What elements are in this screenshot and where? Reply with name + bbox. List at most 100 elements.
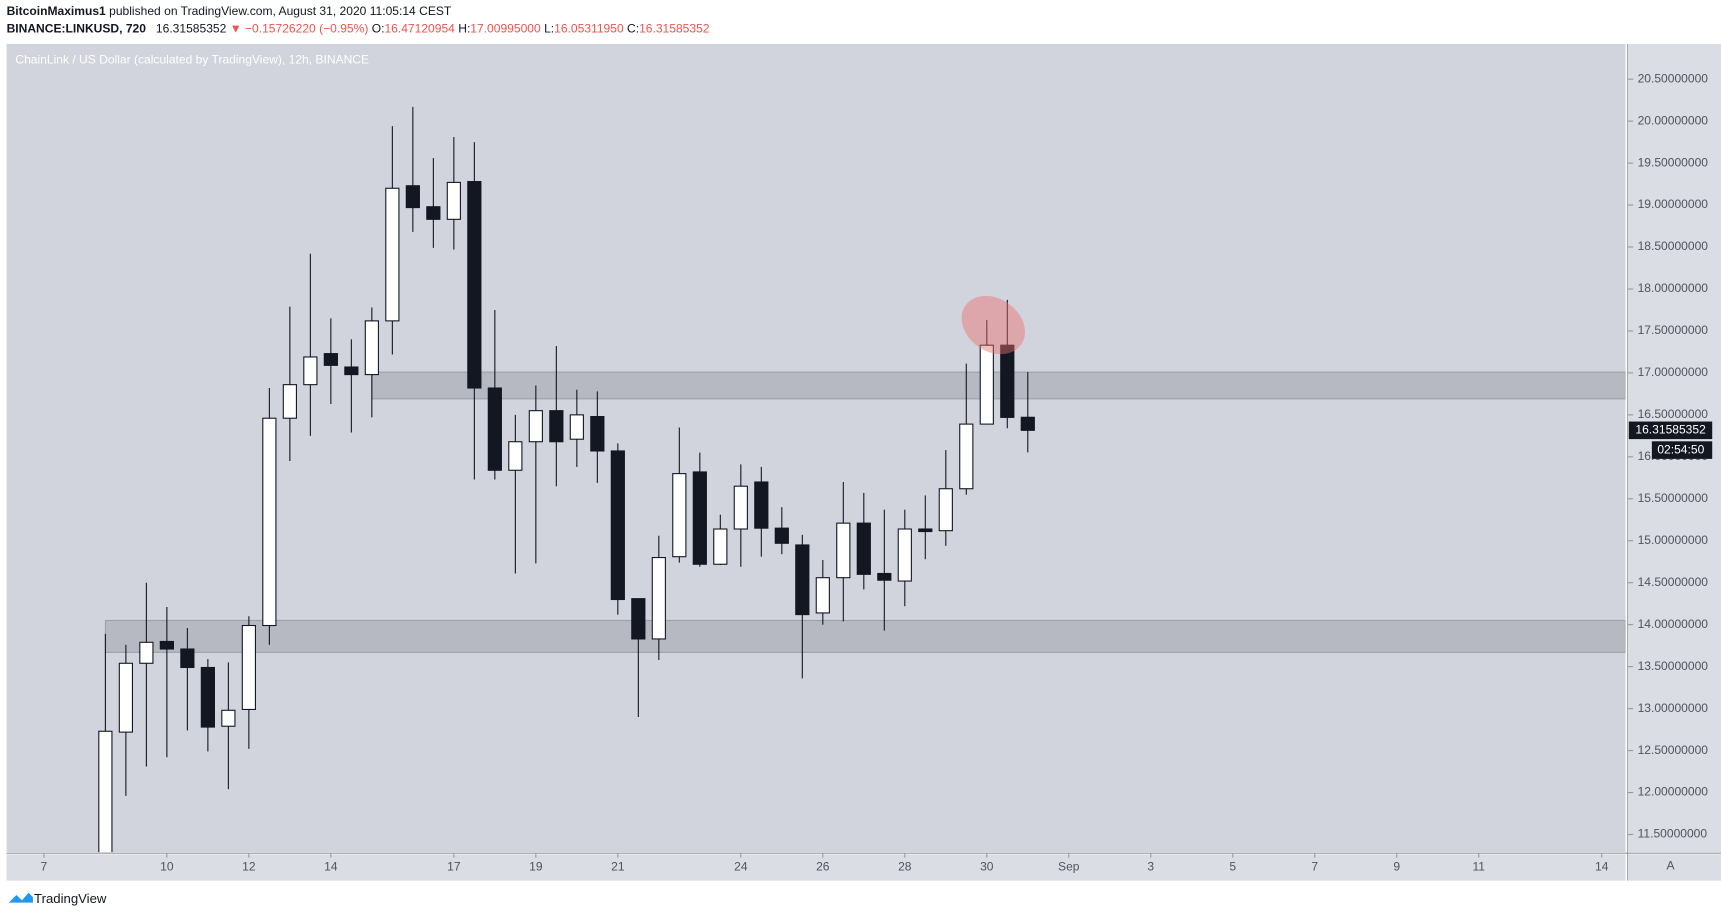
candles xyxy=(98,106,1035,853)
candle-body xyxy=(979,344,994,425)
y-tick-label: 20.00000000 xyxy=(1638,113,1709,127)
candle-body xyxy=(200,666,215,728)
last-price: 16.31585352 xyxy=(156,22,227,36)
candle-body xyxy=(364,320,379,376)
y-tick-label: 13.00000000 xyxy=(1638,701,1709,715)
x-tick-label: 7 xyxy=(1311,860,1318,874)
highlight-ellipse xyxy=(961,295,1026,355)
x-tick-label: 12 xyxy=(242,860,256,874)
candle-body xyxy=(1020,416,1035,431)
y-tick-label: 15.00000000 xyxy=(1638,533,1709,547)
candle-body xyxy=(282,384,297,419)
candle-body xyxy=(590,415,605,452)
candle-body xyxy=(323,353,338,366)
x-tick-label: 9 xyxy=(1393,860,1400,874)
logo[interactable] xyxy=(8,892,33,903)
auto-scale[interactable]: A xyxy=(1666,859,1675,873)
time-axis xyxy=(6,854,1626,881)
candle-body xyxy=(1000,344,1015,418)
countdown-box xyxy=(1651,441,1713,459)
x-tick-label: 21 xyxy=(611,860,625,874)
c-value: 16.31585352 xyxy=(639,22,710,36)
x-tick-label: Sep xyxy=(1058,860,1080,874)
x-tick-label: 5 xyxy=(1229,860,1236,874)
candle-body xyxy=(467,181,482,389)
y-tick-label: 14.00000000 xyxy=(1638,617,1709,631)
x-tick-label: 28 xyxy=(898,860,912,874)
x-tick-label: 14 xyxy=(324,860,338,874)
x-tick-label: 11 xyxy=(1472,860,1485,874)
candle-body xyxy=(713,528,728,565)
candle-body xyxy=(733,485,748,530)
candle-body xyxy=(118,662,133,733)
last-price-label: 16.31585352 xyxy=(1635,423,1706,437)
candle-body xyxy=(385,187,400,322)
axis-corner xyxy=(1628,854,1721,881)
zones xyxy=(104,371,1626,653)
x-tick-label: 17 xyxy=(447,860,461,874)
last-price-box xyxy=(1628,421,1713,440)
y-tick-label: 15.50000000 xyxy=(1638,491,1709,505)
candle-body xyxy=(180,648,195,669)
candle-body xyxy=(836,522,851,579)
x-tick-label: 14 xyxy=(1595,860,1609,874)
candle-body xyxy=(159,640,174,650)
x-tick-label: 19 xyxy=(529,860,543,874)
candle-body xyxy=(959,423,974,490)
candle-body xyxy=(262,417,277,627)
axes: 11.50000000 12.00000000 12.50000000 13.0000… xyxy=(41,71,1713,874)
candle-body xyxy=(426,206,441,220)
x-tick-label: 10 xyxy=(160,860,174,874)
candle-body xyxy=(405,185,420,209)
price-zone xyxy=(371,371,1626,400)
author[interactable]: BitcoinMaximus1 xyxy=(7,4,106,18)
candle-body xyxy=(139,641,154,664)
y-tick-label: 14.50000000 xyxy=(1638,575,1709,589)
candle-body xyxy=(692,471,707,565)
candle-body xyxy=(610,450,625,601)
candle-body xyxy=(344,366,359,376)
candle-body xyxy=(569,414,584,440)
h-label: H: xyxy=(458,22,470,36)
chart-title: ChainLink / US Dollar (calculated by Tra… xyxy=(15,53,369,67)
x-tick-label: 7 xyxy=(41,860,48,874)
y-tick-label: 11.50000000 xyxy=(1638,827,1708,841)
candle-body xyxy=(303,356,318,386)
o-label: O: xyxy=(372,22,385,36)
y-tick-label: 16.50000000 xyxy=(1638,407,1709,421)
y-tick-label: 12.50000000 xyxy=(1638,743,1709,757)
price-zone xyxy=(104,619,1626,653)
candle-body xyxy=(938,488,953,532)
y-tick-label: 17.50000000 xyxy=(1638,323,1709,337)
candle-body xyxy=(241,624,256,710)
published: published on TradingView.com, August 31,… xyxy=(109,4,452,18)
candle-body xyxy=(754,481,769,529)
brand[interactable]: TradingView xyxy=(34,891,107,906)
c-label: C: xyxy=(627,22,639,36)
candle-body xyxy=(98,730,113,853)
y-tick-label: 12.00000000 xyxy=(1638,785,1709,799)
l-value: 16.05311950 xyxy=(554,22,624,36)
y-tick-label: 17.00000000 xyxy=(1638,365,1709,379)
x-tick-label: 3 xyxy=(1147,860,1154,874)
candle-body xyxy=(446,181,461,220)
h-value: 17.00995000 xyxy=(470,22,541,36)
candle-body xyxy=(487,387,502,471)
y-tick-label: 13.50000000 xyxy=(1638,659,1709,673)
y-tick-label: 18.00000000 xyxy=(1638,281,1709,295)
candle-body xyxy=(631,598,646,640)
y-tick-label: 19.50000000 xyxy=(1638,155,1709,169)
change: ▼ −0.15726220 (−0.95%) xyxy=(230,22,369,36)
symbol: BINANCE:LINKUSD, 720 xyxy=(7,22,147,36)
candle-body xyxy=(856,522,871,575)
candle-body xyxy=(897,528,912,582)
x-tick-label: 26 xyxy=(816,860,830,874)
candle-body xyxy=(221,709,236,727)
l-label: L: xyxy=(544,22,554,36)
candle-body xyxy=(774,527,789,544)
candle-body xyxy=(877,572,892,581)
y-tick-label: 20.50000000 xyxy=(1638,71,1709,85)
plot-area xyxy=(6,43,1626,853)
